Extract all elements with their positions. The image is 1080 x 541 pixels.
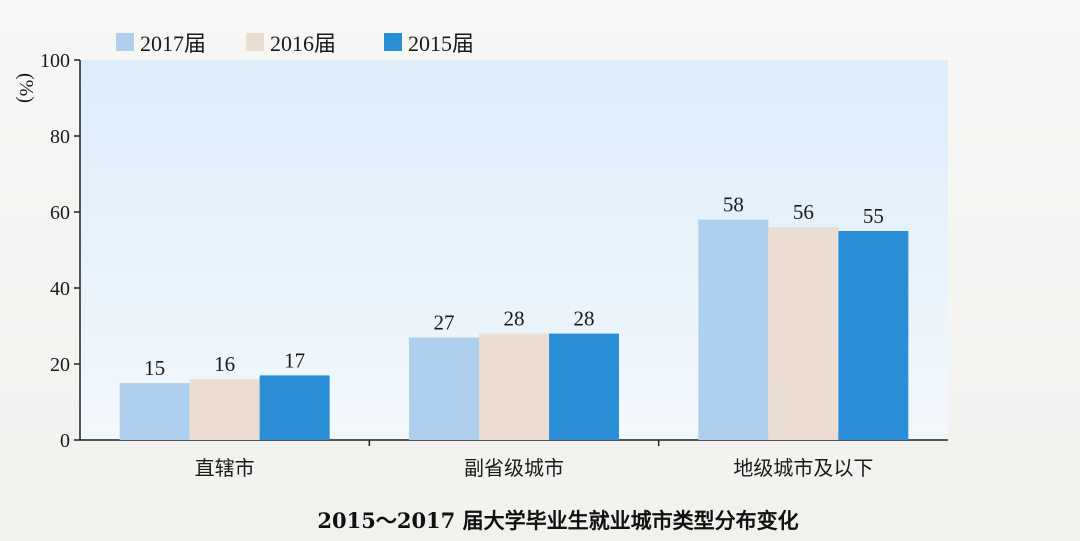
y-tick-label: 0 [60, 430, 70, 452]
legend-label: 2017届 [140, 31, 206, 56]
bar [189, 379, 260, 440]
data-label: 28 [504, 307, 525, 331]
data-label: 55 [863, 204, 884, 228]
y-tick-label: 60 [50, 202, 70, 224]
legend-swatch [116, 33, 134, 51]
legend-swatch [384, 33, 402, 51]
legend-swatch [246, 33, 264, 51]
data-labels: 15 16 17 27 28 28 58 56 55 [144, 193, 884, 380]
data-label: 17 [284, 348, 305, 372]
bar [768, 227, 839, 440]
bars [119, 219, 909, 440]
data-label: 28 [574, 307, 595, 331]
data-label: 27 [434, 310, 455, 334]
bar [549, 333, 619, 440]
data-label: 58 [723, 193, 744, 217]
bar [838, 231, 909, 440]
data-label: 15 [144, 356, 165, 380]
legend-label: 2016届 [270, 31, 336, 56]
y-tick-label: 100 [40, 50, 70, 72]
x-category-label: 直辖市 [195, 456, 255, 480]
x-category-label: 地级城市及以下 [733, 456, 873, 480]
x-axis: 直辖市 副省级城市 地级城市及以下 [80, 439, 948, 480]
y-tick-label: 20 [50, 354, 70, 376]
y-axis-unit-label: (%) [15, 73, 37, 103]
bar [698, 219, 769, 440]
legend: 2017届 2016届 2015届 [116, 31, 474, 56]
bar [259, 375, 330, 440]
bar [479, 333, 549, 440]
bar [409, 337, 479, 440]
y-axis: 0 20 40 60 80 100 [40, 50, 81, 452]
bar [119, 383, 190, 440]
data-label: 16 [214, 352, 235, 376]
chart-title: 2015～2017 届大学毕业生就业城市类型分布变化 [317, 508, 798, 533]
y-tick-label: 80 [50, 126, 70, 148]
legend-label: 2015届 [408, 31, 474, 56]
y-tick-label: 40 [50, 278, 70, 300]
data-label: 56 [793, 200, 814, 224]
x-category-label: 副省级城市 [464, 456, 564, 480]
